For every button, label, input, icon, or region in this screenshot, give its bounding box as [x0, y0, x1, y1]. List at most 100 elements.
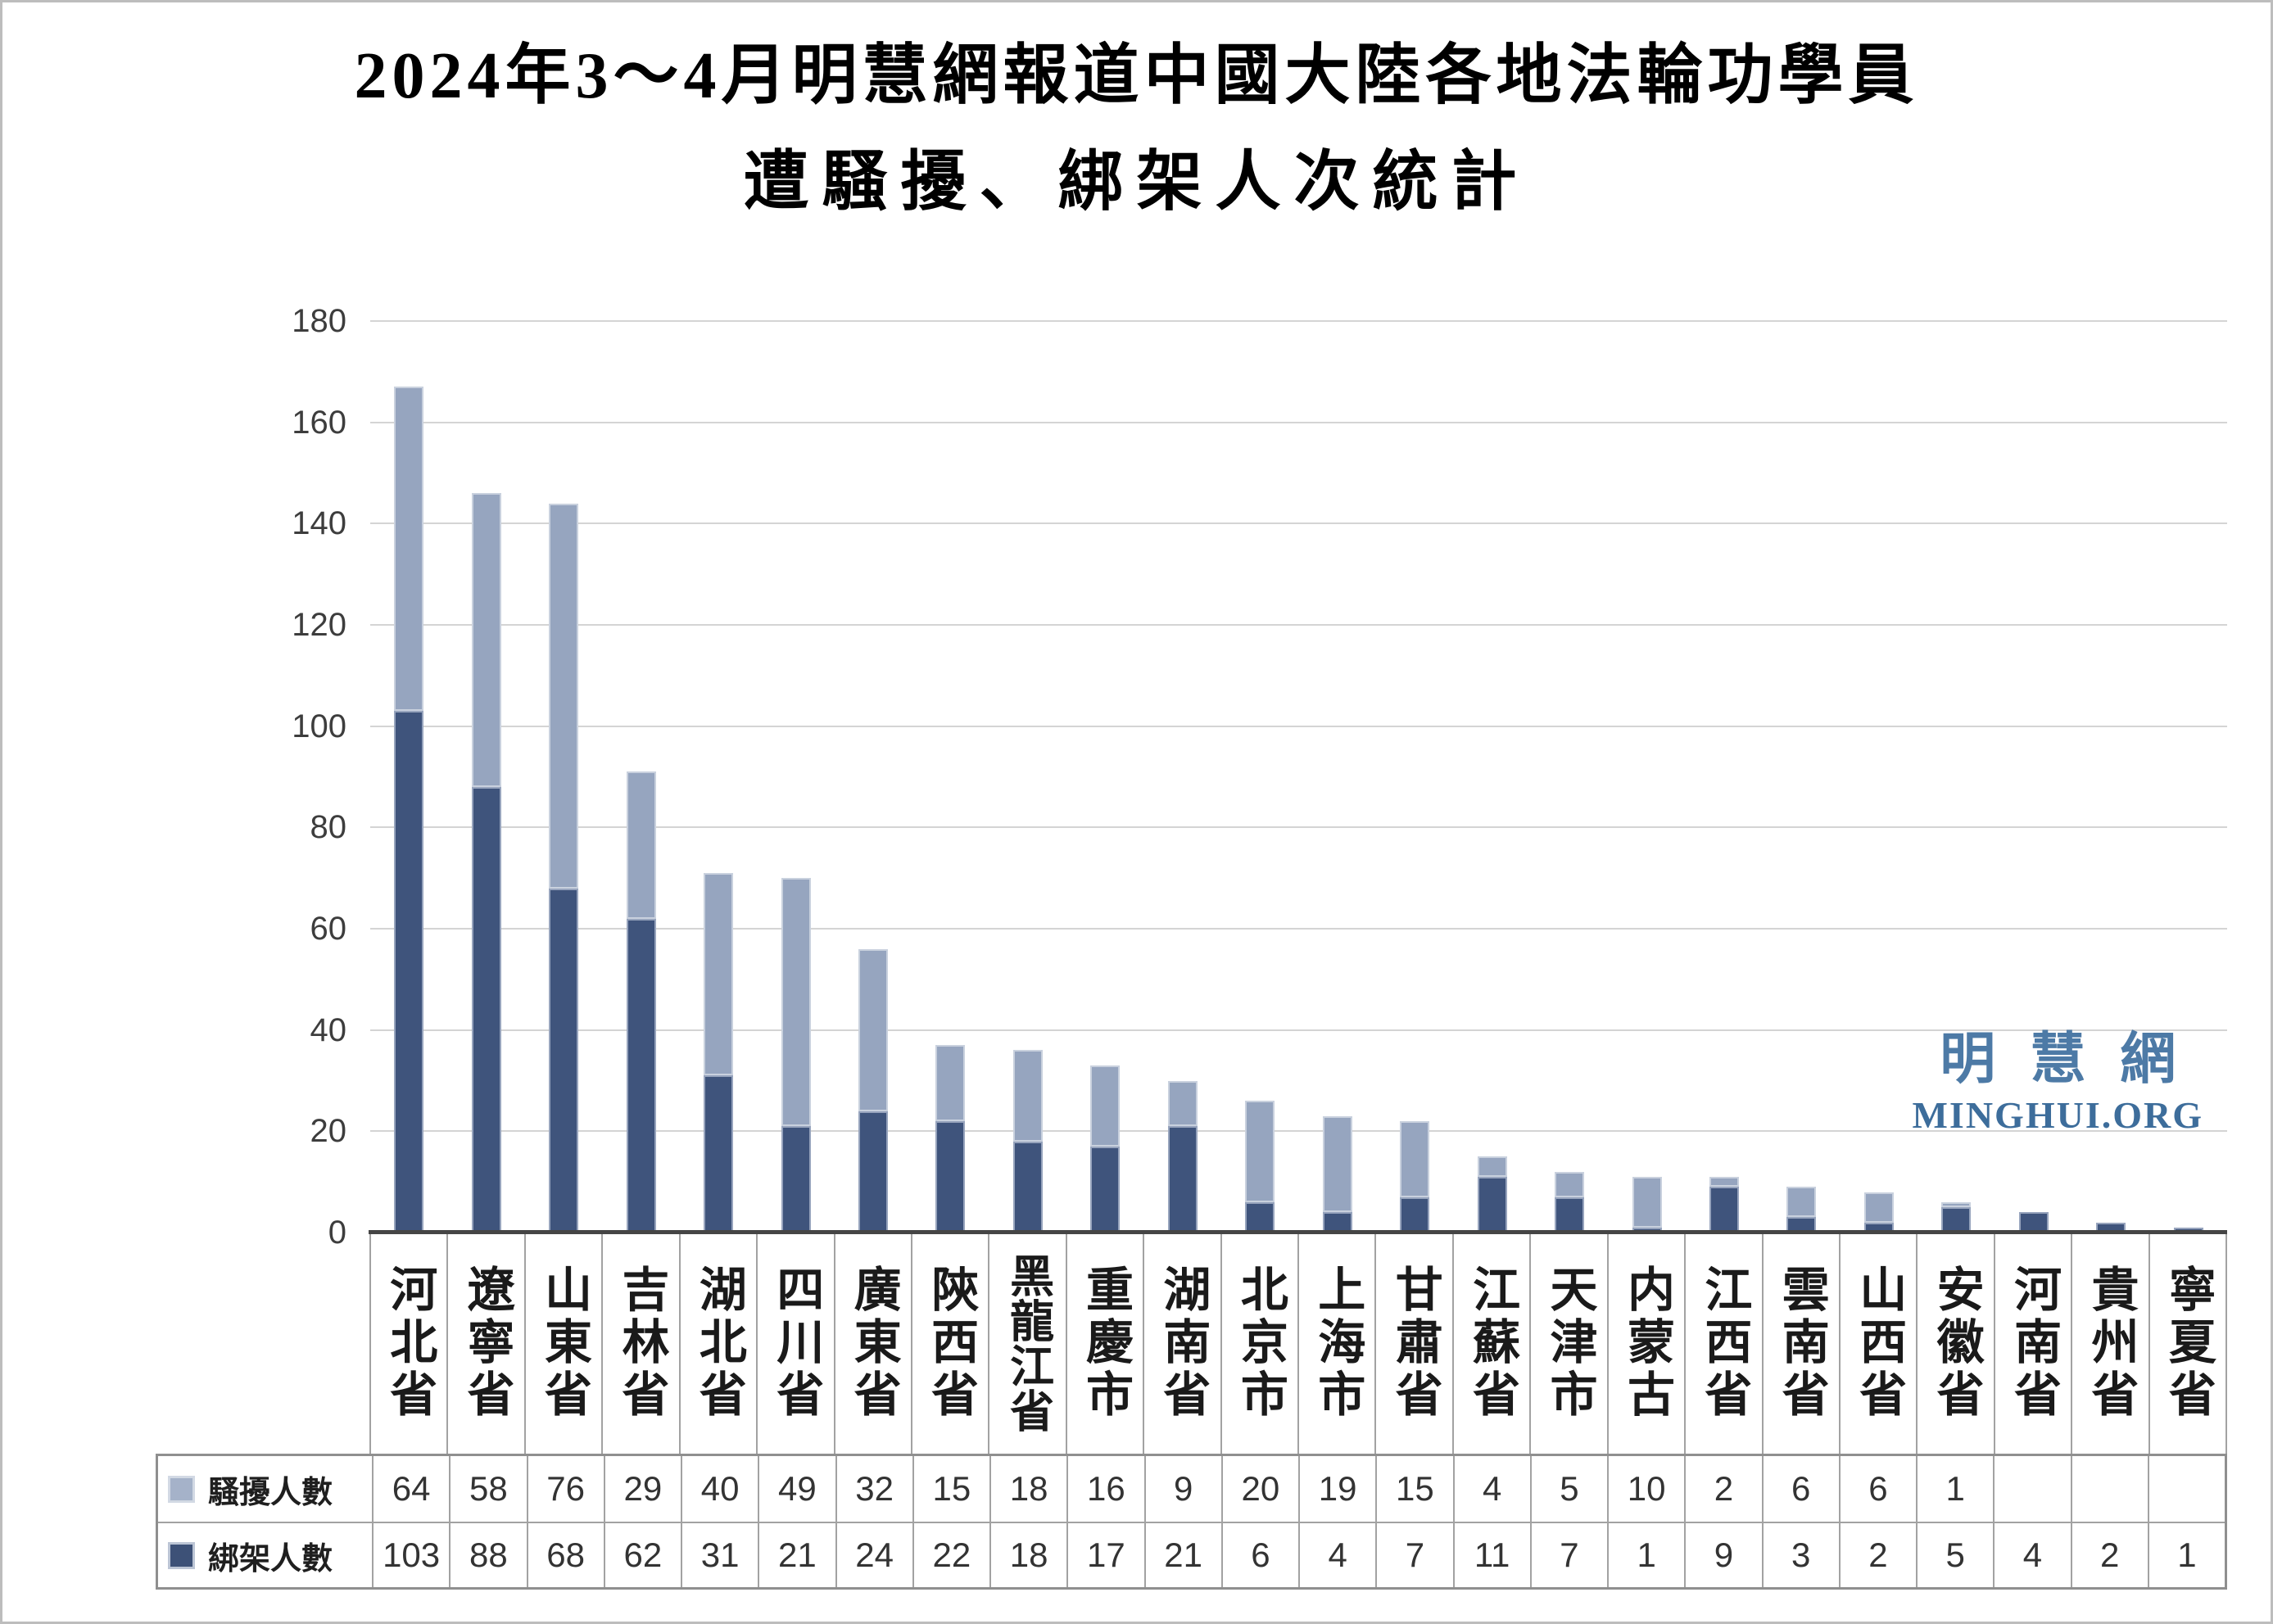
y-axis-label: 140	[292, 505, 346, 542]
table-value-cell: 15	[1375, 1456, 1452, 1522]
province-name: 遼寧省	[460, 1264, 514, 1422]
chart-title-line1: 2024年3～4月明慧網報道中國大陸各地法輪功學員	[354, 40, 1919, 112]
bar-segment-kidnap	[1400, 1197, 1430, 1233]
province-header-cell: 甘肅省	[1374, 1233, 1452, 1454]
table-value-cell: 5	[1916, 1522, 1994, 1587]
province-header-cell: 貴州省	[2071, 1233, 2148, 1454]
gridline	[370, 928, 2227, 930]
bar-segment-kidnap	[2018, 1212, 2049, 1233]
y-axis-label: 60	[310, 911, 347, 947]
province-name: 寧夏省	[2161, 1264, 2215, 1422]
legend-cell-harass: 騷擾人數	[158, 1456, 372, 1522]
bar-segment-harass	[1245, 1101, 1275, 1202]
chart-title-line2: 遭騷擾、綁架人次統計	[743, 147, 1530, 219]
table-value-cell: 64	[372, 1456, 449, 1522]
bar-segment-kidnap	[626, 918, 656, 1233]
table-value-cell: 68	[526, 1522, 604, 1587]
gridline	[370, 320, 2227, 322]
province-header-cell: 陝西省	[910, 1233, 989, 1454]
table-value-cell: 2	[1684, 1456, 1761, 1522]
province-header-cell: 湖北省	[678, 1233, 757, 1454]
bar-segment-kidnap	[1245, 1201, 1275, 1233]
table-value-cell: 11	[1452, 1522, 1530, 1587]
province-header-cell: 内蒙古	[1606, 1233, 1685, 1454]
y-axis-label: 80	[310, 809, 347, 846]
bar-segment-kidnap	[1709, 1187, 1740, 1233]
table-value-cell: 4	[1298, 1522, 1376, 1587]
province-header-row: 河北省 遼寧省 山東省 吉林省 湖北省 四川省 廣東省 陝西省 黑龍江省 重慶市 湖南省 北京市 上海市…	[369, 1233, 2227, 1454]
bar-segment-kidnap	[858, 1111, 888, 1233]
table-value-cell	[2147, 1456, 2225, 1522]
province-name: 上海市	[1311, 1264, 1365, 1422]
chart-title: 2024年3～4月明慧網報道中國大陸各地法輪功學員 遭騷擾、綁架人次統計	[2, 34, 2271, 225]
bar-segment-kidnap	[1167, 1126, 1198, 1233]
bar-segment-harass	[549, 503, 579, 889]
bar-segment-kidnap	[704, 1075, 734, 1233]
province-name: 湖北省	[691, 1264, 745, 1422]
province-header-cell: 安徽省	[1916, 1233, 1994, 1454]
gridline	[370, 826, 2227, 829]
province-header-cell: 黑龍江省	[988, 1233, 1066, 1454]
province-name: 天津市	[1542, 1264, 1596, 1422]
legend-label-kidnap: 綁架人數	[208, 1541, 333, 1577]
province-name: 河北省	[383, 1264, 437, 1422]
y-axis-label: 160	[292, 404, 346, 441]
bar-segment-harass	[704, 872, 734, 1076]
y-axis-label: 120	[292, 607, 346, 643]
bar-segment-harass	[1322, 1115, 1352, 1213]
table-value-cell: 9	[1143, 1456, 1221, 1522]
table-value-cell: 32	[835, 1456, 912, 1522]
table-value-cell: 103	[372, 1522, 450, 1587]
bar-segment-harass	[1786, 1187, 1817, 1218]
table-value-cell: 58	[449, 1456, 526, 1522]
table-value-cell: 22	[912, 1522, 989, 1587]
table-value-cell: 18	[989, 1522, 1067, 1587]
province-header-cell: 江西省	[1684, 1233, 1762, 1454]
legend-label-harass: 騷擾人數	[208, 1475, 333, 1510]
bar-segment-harass	[1941, 1201, 1972, 1208]
bar-segment-kidnap	[1941, 1207, 1972, 1233]
province-header-cell: 河北省	[369, 1233, 447, 1454]
table-value-cell: 5	[1529, 1456, 1607, 1522]
bar-segment-harass	[1400, 1120, 1430, 1197]
bar-segment-harass	[1477, 1156, 1507, 1177]
bar-segment-harass	[858, 948, 888, 1111]
table-value-cell: 9	[1684, 1522, 1762, 1587]
y-axis-label: 20	[310, 1113, 347, 1150]
table-value-cell	[2070, 1456, 2148, 1522]
table-value-cell: 17	[1066, 1522, 1144, 1587]
province-header-cell: 寧夏省	[2148, 1233, 2226, 1454]
province-name: 山東省	[537, 1264, 591, 1422]
bar-segment-kidnap	[781, 1126, 811, 1233]
province-header-cell: 河南省	[1993, 1233, 2072, 1454]
table-value-cell: 62	[603, 1522, 681, 1587]
bar-segment-kidnap	[1555, 1197, 1585, 1233]
bar-segment-harass	[1090, 1065, 1121, 1147]
bar-segment-harass	[1709, 1176, 1740, 1187]
bar-segment-kidnap	[471, 786, 501, 1233]
watermark-minghui-logo: 明慧網	[1940, 1028, 2211, 1090]
gridline	[370, 1130, 2227, 1133]
y-axis-label: 0	[328, 1215, 346, 1251]
province-name: 湖南省	[1156, 1264, 1210, 1422]
province-name: 内蒙古	[1619, 1264, 1673, 1422]
bar-segment-harass	[1555, 1171, 1585, 1197]
bar-segment-harass	[1632, 1176, 1662, 1228]
table-value-cell: 4	[1452, 1456, 1530, 1522]
table-value-cell: 21	[758, 1522, 835, 1587]
province-name: 雲南省	[1774, 1264, 1828, 1422]
province-header-cell: 重慶市	[1065, 1233, 1143, 1454]
table-value-cell: 1	[2147, 1522, 2225, 1587]
province-name: 四川省	[769, 1264, 823, 1422]
province-name: 甘肅省	[1388, 1264, 1442, 1422]
gridline	[370, 421, 2227, 423]
province-name: 重慶市	[1079, 1264, 1132, 1422]
table-value-cell: 88	[449, 1522, 527, 1587]
gridline	[370, 725, 2227, 727]
province-name: 陝西省	[924, 1264, 978, 1422]
bar-segment-harass	[394, 387, 424, 712]
bar-segment-harass	[1012, 1050, 1043, 1142]
province-header-cell: 雲南省	[1761, 1233, 1840, 1454]
province-name: 山西省	[1852, 1264, 1906, 1422]
table-value-cell: 3	[1761, 1522, 1839, 1587]
